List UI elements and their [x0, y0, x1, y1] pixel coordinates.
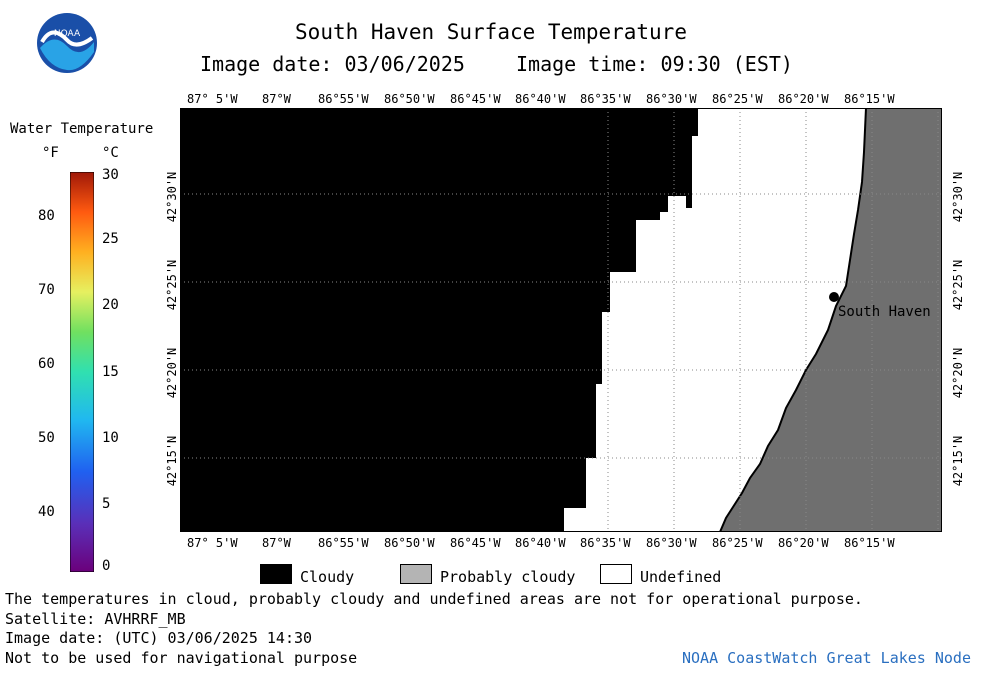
- lon-label-top-9: 86°25'W: [712, 92, 763, 106]
- shoreline: [715, 108, 867, 532]
- temperature-map: South Haven: [180, 108, 942, 532]
- legend-swatch-cloudy: [260, 564, 292, 584]
- legend-label-probably-cloudy: Probably cloudy: [440, 568, 576, 586]
- lon-label-top-8: 86°30'W: [646, 92, 697, 106]
- lon-label-bottom-6: 86°40'W: [515, 536, 566, 550]
- colorbar-tick-f-50: 50: [38, 430, 55, 446]
- lon-label-bottom-5: 86°45'W: [450, 536, 501, 550]
- lat-label-right-2: 42°25'N: [951, 259, 965, 311]
- legend-swatch-probably-cloudy: [400, 564, 432, 584]
- map-title: South Haven Surface Temperature: [295, 20, 687, 44]
- colorbar-tick-c-10: 10: [102, 430, 119, 446]
- south-haven-marker: [829, 292, 839, 302]
- cloudy-area: [180, 108, 698, 532]
- shoreline-edge: [719, 108, 867, 532]
- footer-utc-date: Image date: (UTC) 03/06/2025 14:30: [5, 629, 313, 647]
- south-haven-label: South Haven: [838, 304, 931, 320]
- lon-label-bottom-1: 87° 5'W: [187, 536, 238, 550]
- map-frame: [180, 108, 942, 532]
- colorbar-tick-f-70: 70: [38, 282, 55, 298]
- lon-label-top-11: 86°15'W: [844, 92, 895, 106]
- lon-label-bottom-4: 86°50'W: [384, 536, 435, 550]
- lat-label-left-1: 42°30'N: [165, 171, 179, 223]
- lon-label-top-5: 86°45'W: [450, 92, 501, 106]
- image-time-label: Image time: 09:30 (EST): [516, 52, 793, 76]
- footer-nav-warning: Not to be used for navigational purpose: [5, 649, 358, 667]
- lon-label-top-6: 86°40'W: [515, 92, 566, 106]
- graticule: [180, 108, 942, 532]
- colorbar-tick-c-20: 20: [102, 297, 119, 313]
- lon-label-bottom-10: 86°20'W: [778, 536, 829, 550]
- lon-label-bottom-11: 86°15'W: [844, 536, 895, 550]
- lon-label-top-1: 87° 5'W: [187, 92, 238, 106]
- legend-label-undefined: Undefined: [640, 568, 722, 586]
- lon-label-bottom-9: 86°25'W: [712, 536, 763, 550]
- footer-satellite: Satellite: AVHRRF_MB: [5, 610, 186, 628]
- lon-label-bottom-8: 86°30'W: [646, 536, 697, 550]
- lat-label-right-3: 42°20'N: [951, 347, 965, 399]
- lat-label-right-1: 42°30'N: [951, 171, 965, 223]
- lat-label-left-2: 42°25'N: [165, 259, 179, 311]
- colorbar-tick-c-30: 30: [102, 167, 119, 183]
- lon-label-top-7: 86°35'W: [580, 92, 631, 106]
- lat-label-right-4: 42°15'N: [951, 435, 965, 487]
- lon-label-top-3: 86°55'W: [318, 92, 369, 106]
- colorbar-unit-f: °F: [42, 145, 59, 161]
- legend-label-cloudy: Cloudy: [300, 568, 355, 586]
- colorbar-title: Water Temperature: [10, 121, 154, 137]
- legend-swatch-undefined: [600, 564, 632, 584]
- lon-label-bottom-3: 86°55'W: [318, 536, 369, 550]
- colorbar-tick-c-25: 25: [102, 231, 119, 247]
- colorbar: [70, 172, 94, 572]
- colorbar-tick-c-5: 5: [102, 496, 111, 512]
- lon-label-top-2: 87°W: [262, 92, 291, 106]
- colorbar-tick-f-80: 80: [38, 208, 55, 224]
- lat-label-left-3: 42°20'N: [165, 347, 179, 399]
- footer-credit: NOAA CoastWatch Great Lakes Node: [682, 649, 971, 667]
- lat-label-left-4: 42°15'N: [165, 435, 179, 487]
- colorbar-unit-c: °C: [102, 145, 119, 161]
- colorbar-tick-f-40: 40: [38, 504, 55, 520]
- footer-disclaimer: The temperatures in cloud, probably clou…: [5, 590, 863, 608]
- lon-label-top-4: 86°50'W: [384, 92, 435, 106]
- colorbar-tick-c-15: 15: [102, 364, 119, 380]
- colorbar-tick-c-0: 0: [102, 558, 111, 574]
- image-date-label: Image date: 03/06/2025: [200, 52, 465, 76]
- logo-text: NOAA: [54, 29, 81, 39]
- colorbar-tick-f-60: 60: [38, 356, 55, 372]
- noaa-logo: NOAA: [36, 12, 98, 74]
- lon-label-bottom-2: 87°W: [262, 536, 291, 550]
- lon-label-top-10: 86°20'W: [778, 92, 829, 106]
- lon-label-bottom-7: 86°35'W: [580, 536, 631, 550]
